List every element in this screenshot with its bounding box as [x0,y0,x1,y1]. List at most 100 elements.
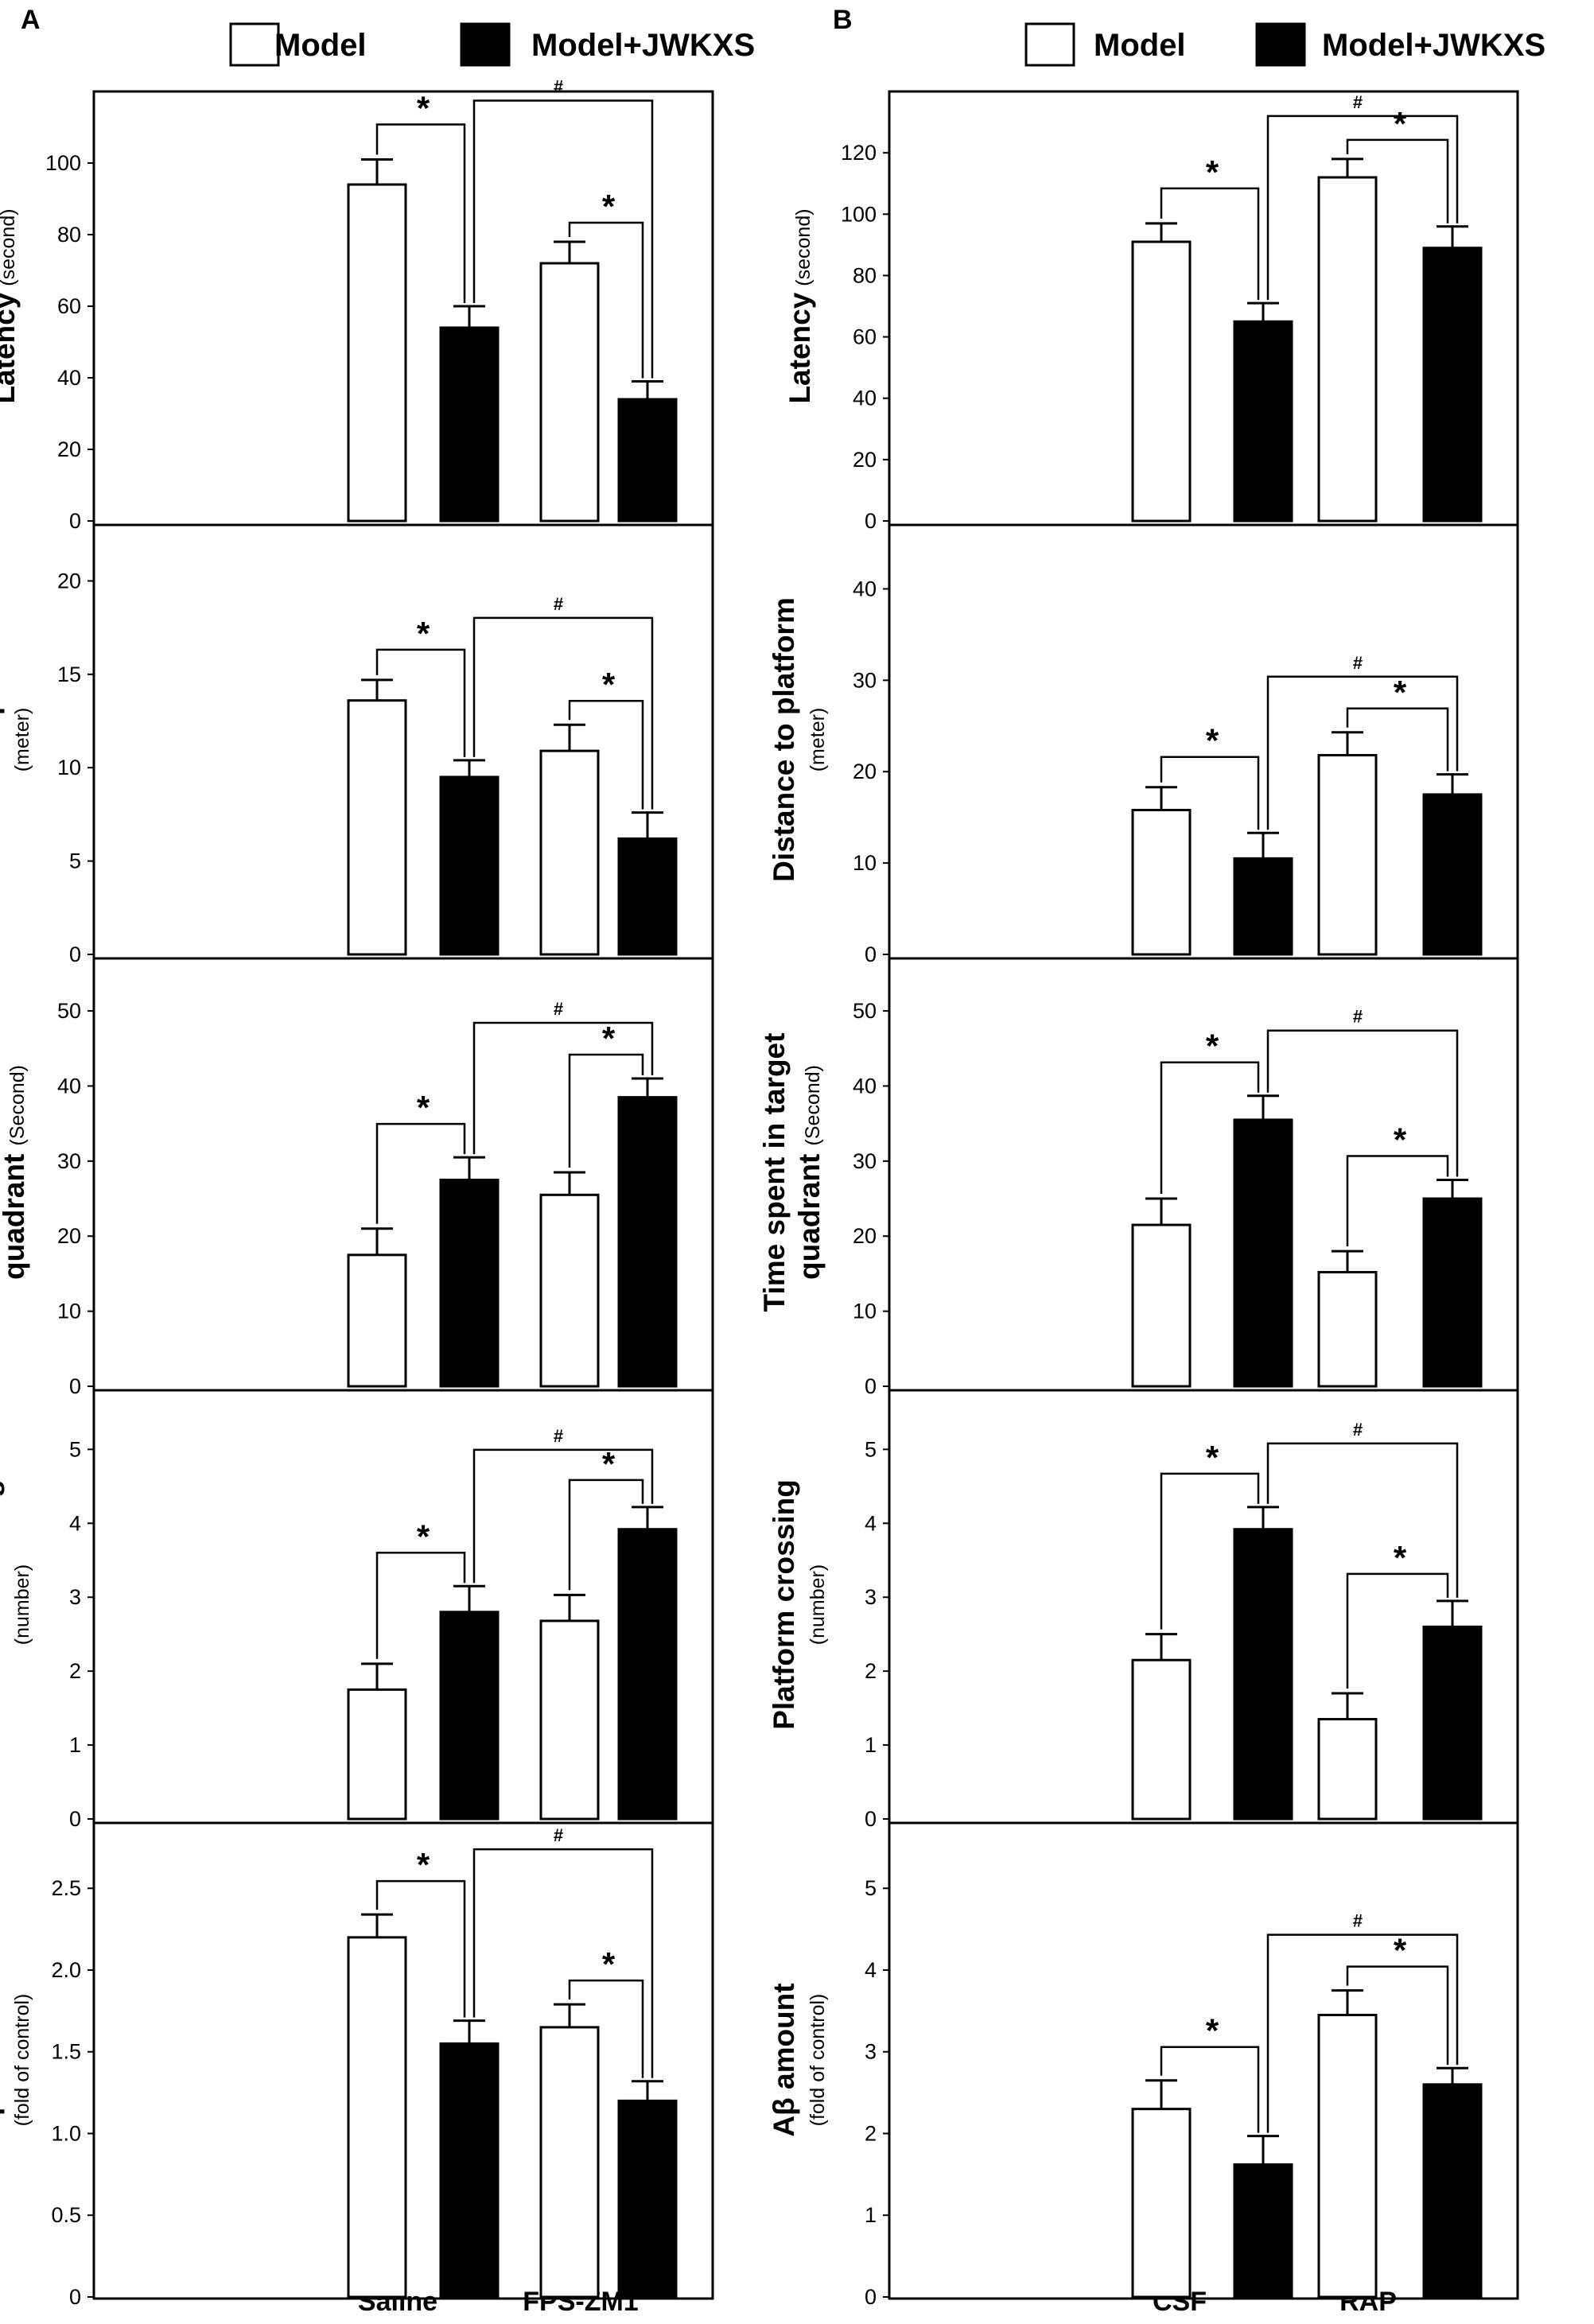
sig-bracket-hash [1266,1029,1459,1177]
sig-hash: # [554,77,563,97]
y-axis-label-wrap: Latency (second) [0,208,21,403]
y-tick-label: 3 [865,2040,877,2064]
sig-bracket [375,1552,466,1659]
y-tick-label: 2 [69,1659,81,1683]
sig-hash: # [554,999,563,1019]
sig-bracket-hash [1266,675,1459,830]
y-tick-label: 0 [69,509,81,533]
sig-bracket [1346,1965,1449,2066]
y-tick-label: 20 [57,569,81,593]
subchart: 0 5 10 15 20 Distance to platform (meter) * * # [0,523,713,966]
bar-model-jwkxs [439,2042,500,2299]
sig-bracket [568,1479,644,1591]
sig-bracket [1160,1472,1260,1630]
panel-frame-b [888,90,1519,2300]
y-axis-label: Platform crossing [0,1479,5,1730]
sig-star: * [417,1089,430,1126]
legend-panel-a: Model Model+JWKXS [229,22,755,67]
sig-star: * [602,1020,616,1057]
legend-swatch-model-jwkxs [460,22,511,67]
bar-model-jwkxs [617,1528,678,1821]
y-tick-label: 50 [57,999,81,1023]
bar-model [1317,2013,1378,2299]
y-axis-label: Aβ amount [0,1983,5,2136]
bar-model [539,262,600,523]
sig-bracket [375,123,466,303]
sig-bracket [568,221,644,379]
y-axis-label-wrap: Latency (second) [783,208,816,403]
bar-model [347,1936,407,2299]
sig-hash: # [1353,1911,1363,1931]
sig-hash: # [554,1825,563,1845]
bar-model-jwkxs [617,837,678,956]
subchart: 0 20 40 60 80 100 Latency (second) * * # [0,77,678,533]
sig-star: * [417,1518,430,1555]
sig-bracket [1160,756,1260,830]
y-axis-label-line2: quadrant [0,1145,30,1280]
y-axis-label: Latency [783,292,816,403]
bar-model [539,1619,600,1821]
y-tick-label: 100 [45,151,81,175]
panel-letter-a: A [21,5,41,35]
subchart: 0 20 40 60 80 100 120 Latency (second) * * # [783,92,1483,533]
sig-bracket [568,699,644,810]
y-tick-label: 15 [57,663,81,686]
sig-bracket [1346,707,1449,771]
sig-bracket-hash [1266,1933,1459,2133]
sig-hash: # [1353,1420,1363,1440]
y-tick-label: 0 [865,942,877,966]
sig-bracket [375,1879,466,2018]
subchart: 0 1 2 3 4 5 Platform crossing (number) * * # [0,1389,713,1831]
sig-star: * [417,1846,430,1883]
sig-star: * [1394,1932,1407,1969]
sig-bracket-hash [472,616,654,810]
bar-model [1317,1271,1378,1388]
y-tick-label: 1 [69,1733,81,1757]
bar-model [347,1688,407,1821]
y-tick-label: 2 [865,1659,877,1683]
y-tick-label: 4 [69,1511,81,1535]
legend-label-model: Model [274,28,367,63]
legend-panel-b: Model Model+JWKXS [1024,22,1545,67]
bar-model-jwkxs [617,1096,678,1388]
y-tick-label: 5 [865,1437,877,1461]
y-tick-label: 20 [853,448,877,472]
y-tick-label: 40 [57,366,81,390]
sig-star: * [1206,2012,1219,2050]
y-tick-label: 0 [865,1807,877,1831]
y-tick-label: 40 [57,1074,81,1098]
y-tick-label: 10 [853,1300,877,1323]
y-tick-label: 20 [853,760,877,783]
y-tick-label: 60 [853,325,877,349]
sig-star: * [1206,154,1219,191]
y-tick-label: 0 [69,942,81,966]
bar-model [1131,1223,1192,1388]
sig-hash: # [1353,92,1363,112]
y-axis-label: Latency [0,292,21,403]
sig-hash: # [554,1426,563,1446]
y-tick-label: 40 [853,1074,877,1098]
bar-model-jwkxs [1233,2163,1293,2299]
legend-swatch-model [229,22,280,67]
bar-model-jwkxs [439,326,500,523]
sig-bracket [1160,187,1260,301]
y-tick-label: 20 [57,437,81,461]
y-tick-label: 0 [865,509,877,533]
y-axis-label: Aβ amount [768,1983,800,2136]
y-tick-label: 20 [57,1224,81,1248]
bar-model-jwkxs [1233,320,1293,523]
sig-bracket [1160,2046,1260,2133]
y-axis-unit: (number) [807,1564,829,1645]
y-axis-unit: (fold of control) [807,1994,829,2127]
sig-star: * [1206,722,1219,760]
sig-bracket-hash [1266,1442,1459,1598]
y-tick-label: 80 [853,263,877,287]
y-tick-label: 60 [57,294,81,318]
y-tick-label: 5 [69,849,81,873]
bar-model [1317,754,1378,956]
bar-model-jwkxs [439,775,500,956]
panel-frame-a [92,90,714,2300]
bar-model [1317,176,1378,523]
bar-model-jwkxs [1422,1197,1483,1388]
